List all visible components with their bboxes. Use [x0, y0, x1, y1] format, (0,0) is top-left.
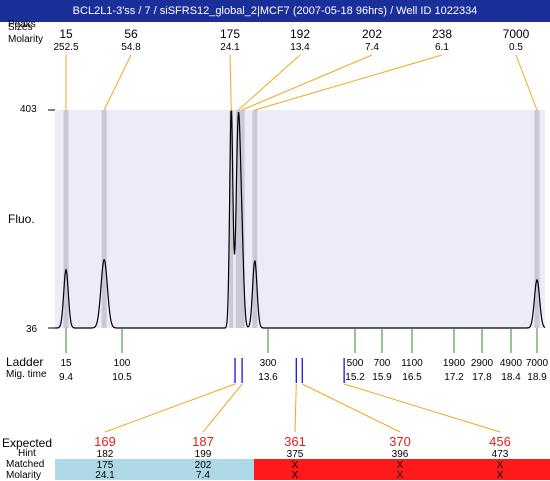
matched-found-bar: [55, 459, 254, 480]
peak-molarity-label: 252.5: [53, 42, 78, 53]
ladder-mig-time-label: 10.5: [112, 372, 132, 383]
expected-size-label: 361: [284, 434, 306, 449]
ladder-mig-time-label: 16.5: [402, 372, 422, 383]
peak-connector: [254, 54, 443, 111]
ladder-mig-time-label: 13.6: [258, 372, 278, 383]
expected-label: Expected: [2, 436, 53, 450]
molarity-row-label: Molarity: [6, 470, 42, 481]
hint-label-value: 199: [195, 449, 212, 460]
window-title: BCL2L1-3'ss / 7 / siSFRS12_global_2|MCF7…: [0, 0, 550, 22]
matched-value-label: X: [397, 460, 404, 471]
peak-molarity-label: 24.1: [220, 42, 240, 53]
peak-size-label: 202: [362, 27, 382, 41]
peak-molarity-label: 7.4: [365, 42, 379, 53]
matched-value-label: 175: [97, 460, 114, 471]
expected-connector: [104, 383, 236, 433]
y-min-label: 36: [26, 324, 38, 335]
sizes-header: Sizes: [8, 22, 33, 33]
ladder-size-label: 300: [260, 358, 277, 369]
peak-size-label: 15: [59, 27, 73, 41]
peak-band: [534, 110, 540, 328]
ladder-size-label: 500: [347, 358, 364, 369]
peak-molarity-label: 54.8: [121, 42, 141, 53]
ladder-mig-time-label: 15.2: [345, 372, 365, 383]
peak-connector: [103, 54, 132, 111]
fluorescence-trace: [55, 110, 546, 329]
expected-connector: [302, 383, 401, 433]
ladder-size-label: 1900: [443, 358, 466, 369]
ladder-size-label: 15: [60, 358, 72, 369]
matched-value-label: X: [497, 460, 504, 471]
peak-molarity-label: 13.4: [290, 42, 310, 53]
hint-label-value: 375: [287, 449, 304, 460]
peak-connector: [515, 54, 538, 111]
matched-molarity-label: X: [397, 470, 404, 480]
ladder-size-label: 1100: [401, 358, 423, 369]
ladder-size-label: 4900: [500, 358, 523, 369]
hint-label-value: 182: [97, 449, 114, 460]
peak-band: [63, 110, 69, 328]
ladder-size-label: 2900: [471, 358, 494, 369]
expected-connector: [294, 383, 297, 433]
matched-value-label: X: [292, 460, 299, 471]
peak-band: [101, 110, 107, 328]
ladder-size-label: 7000: [526, 358, 549, 369]
expected-size-label: 169: [94, 434, 116, 449]
peaks-header: Peaks: [8, 19, 36, 30]
ladder-mig-time-label: 18.4: [501, 372, 521, 383]
expected-size-label: 370: [389, 434, 411, 449]
ladder-mig-time-label: 9.4: [59, 372, 73, 383]
matched-molarity-label: X: [292, 470, 299, 480]
matched-molarity-label: 24.1: [95, 470, 115, 480]
mig-time-label: Mig. time: [6, 369, 47, 380]
ladder-size-label: 700: [374, 358, 391, 369]
peak-molarity-label: 0.5: [509, 42, 523, 53]
expected-connector: [202, 383, 243, 433]
peak-band: [235, 110, 241, 328]
y-max-label: 403: [20, 104, 37, 115]
peak-size-label: 56: [124, 27, 138, 41]
ladder-mig-time-label: 17.8: [472, 372, 492, 383]
matched-label: Matched: [6, 459, 45, 470]
matched-value-label: 202: [195, 460, 212, 471]
matched-molarity-label: X: [497, 470, 504, 480]
peak-size-label: 7000: [503, 27, 530, 41]
expected-size-label: 456: [489, 434, 511, 449]
peak-band: [252, 110, 258, 328]
peak-connector: [229, 54, 232, 111]
peak-size-label: 175: [220, 27, 240, 41]
peak-connector: [241, 54, 373, 111]
hint-label-value: 396: [392, 449, 409, 460]
peak-connector: [237, 54, 301, 111]
peak-size-label: 192: [290, 27, 310, 41]
peak-size-label: 238: [432, 27, 452, 41]
y-axis-label: Fluo.: [8, 212, 35, 226]
ladder-label: Ladder: [6, 355, 44, 369]
peak-molarity-label: 6.1: [435, 42, 449, 53]
hint-label-value: 473: [492, 449, 509, 460]
matched-molarity-label: 7.4: [196, 470, 210, 480]
ladder-size-label: 100: [114, 358, 131, 369]
ladder-mig-time-label: 18.9: [527, 372, 547, 383]
peak-band: [229, 110, 234, 328]
expected-connector: [343, 383, 501, 433]
plot-area: [55, 110, 545, 328]
hint-label: Hint: [18, 448, 36, 459]
matched-missing-bar: [254, 459, 550, 480]
molarity-header: Molarity: [8, 34, 44, 45]
ladder-mig-time-label: 15.9: [372, 372, 392, 383]
expected-size-label: 187: [192, 434, 214, 449]
ladder-mig-time-label: 17.2: [444, 372, 464, 383]
